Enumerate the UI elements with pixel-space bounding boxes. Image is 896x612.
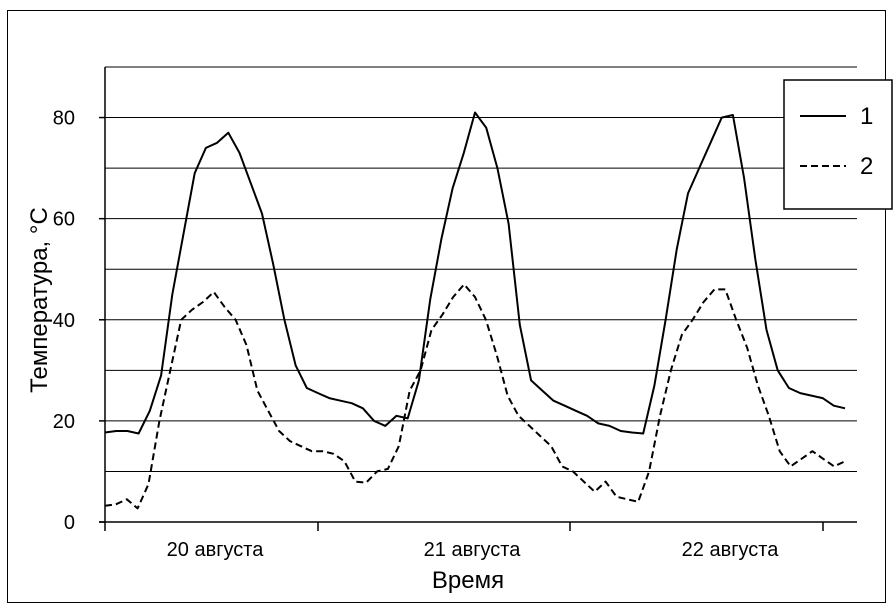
y-ticks: 0 20 40 60 80: [53, 108, 105, 534]
y-axis-title: Температура, °C: [26, 207, 53, 393]
y-tick-label-40: 40: [53, 310, 75, 332]
axes: [99, 66, 857, 523]
legend: 1 2: [783, 79, 893, 210]
x-axis-title: Время: [432, 567, 504, 594]
legend-box: [783, 79, 893, 210]
series-line-1: [104, 111, 846, 435]
y-tick-label-20: 20: [53, 411, 75, 433]
x-ticks: 20 августа 21 августа 22 августа: [104, 522, 824, 561]
series-lines: [104, 111, 846, 510]
y-tick-label-80: 80: [53, 108, 75, 130]
legend-label-series-2: 2: [860, 153, 873, 180]
x-tick-label-3: 22 августа: [682, 539, 780, 561]
legend-label-series-1: 1: [860, 103, 873, 130]
x-tick-label-1: 20 августа: [167, 539, 265, 561]
gridlines: [105, 66, 857, 472]
x-tick-label-2: 21 августа: [424, 539, 522, 561]
y-tick-label-0: 0: [64, 512, 75, 534]
series-line-2: [104, 283, 846, 510]
y-tick-label-60: 60: [53, 209, 75, 231]
